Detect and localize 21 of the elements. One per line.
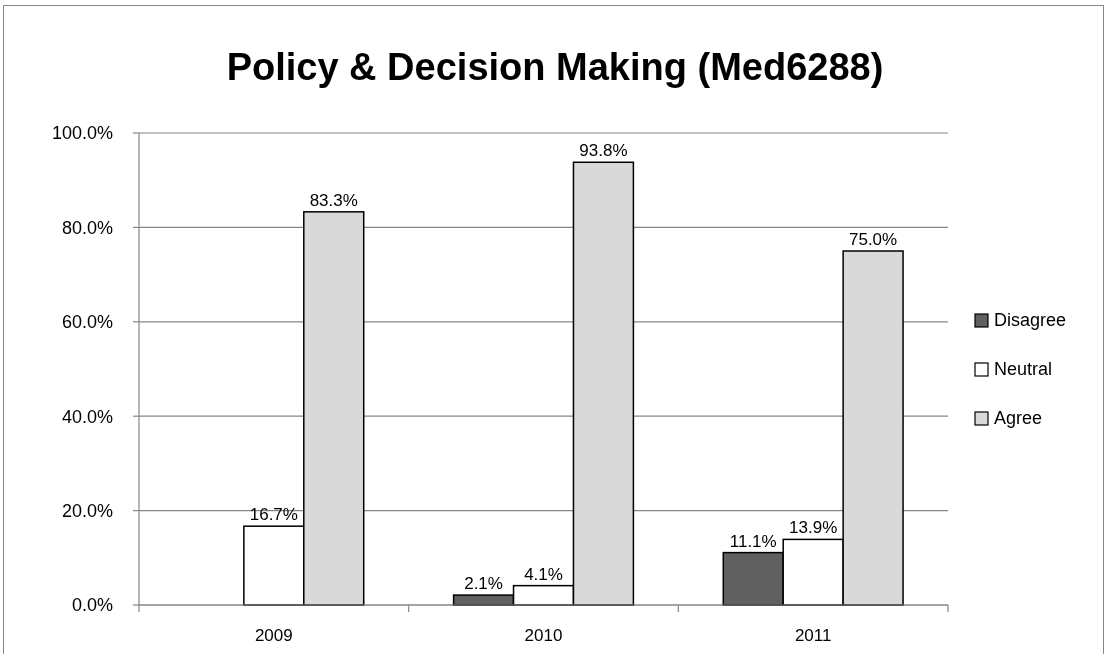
x-tick-label: 2011	[794, 626, 832, 645]
data-label: 75.0%	[848, 230, 898, 249]
data-label: 2.1%	[464, 574, 503, 594]
data-label: 4.1%	[524, 564, 563, 584]
data-label: 16.7%	[249, 505, 298, 525]
data-label: 13.9%	[789, 518, 838, 538]
data-label: 11.1%	[729, 531, 777, 551]
x-tick-label: 2010	[524, 626, 563, 645]
data-label: 83.3%	[309, 190, 358, 210]
y-tick-label: 60.0%	[61, 312, 113, 333]
y-tick-label: 40.0%	[61, 406, 113, 427]
y-tick-label: 100.0%	[51, 123, 113, 144]
x-tick-label: 2009	[254, 626, 293, 645]
legend-label: Disagree	[994, 310, 1067, 331]
legend-label: Agree	[994, 408, 1043, 429]
data-label: 93.8%	[579, 141, 628, 161]
y-tick-label: 80.0%	[61, 217, 113, 238]
y-tick-label: 20.0%	[61, 500, 113, 521]
y-tick-label: 0.0%	[71, 595, 113, 616]
legend-label: Neutral	[994, 359, 1053, 380]
chart-title: Policy & Decision Making (Med6288)	[226, 46, 884, 88]
